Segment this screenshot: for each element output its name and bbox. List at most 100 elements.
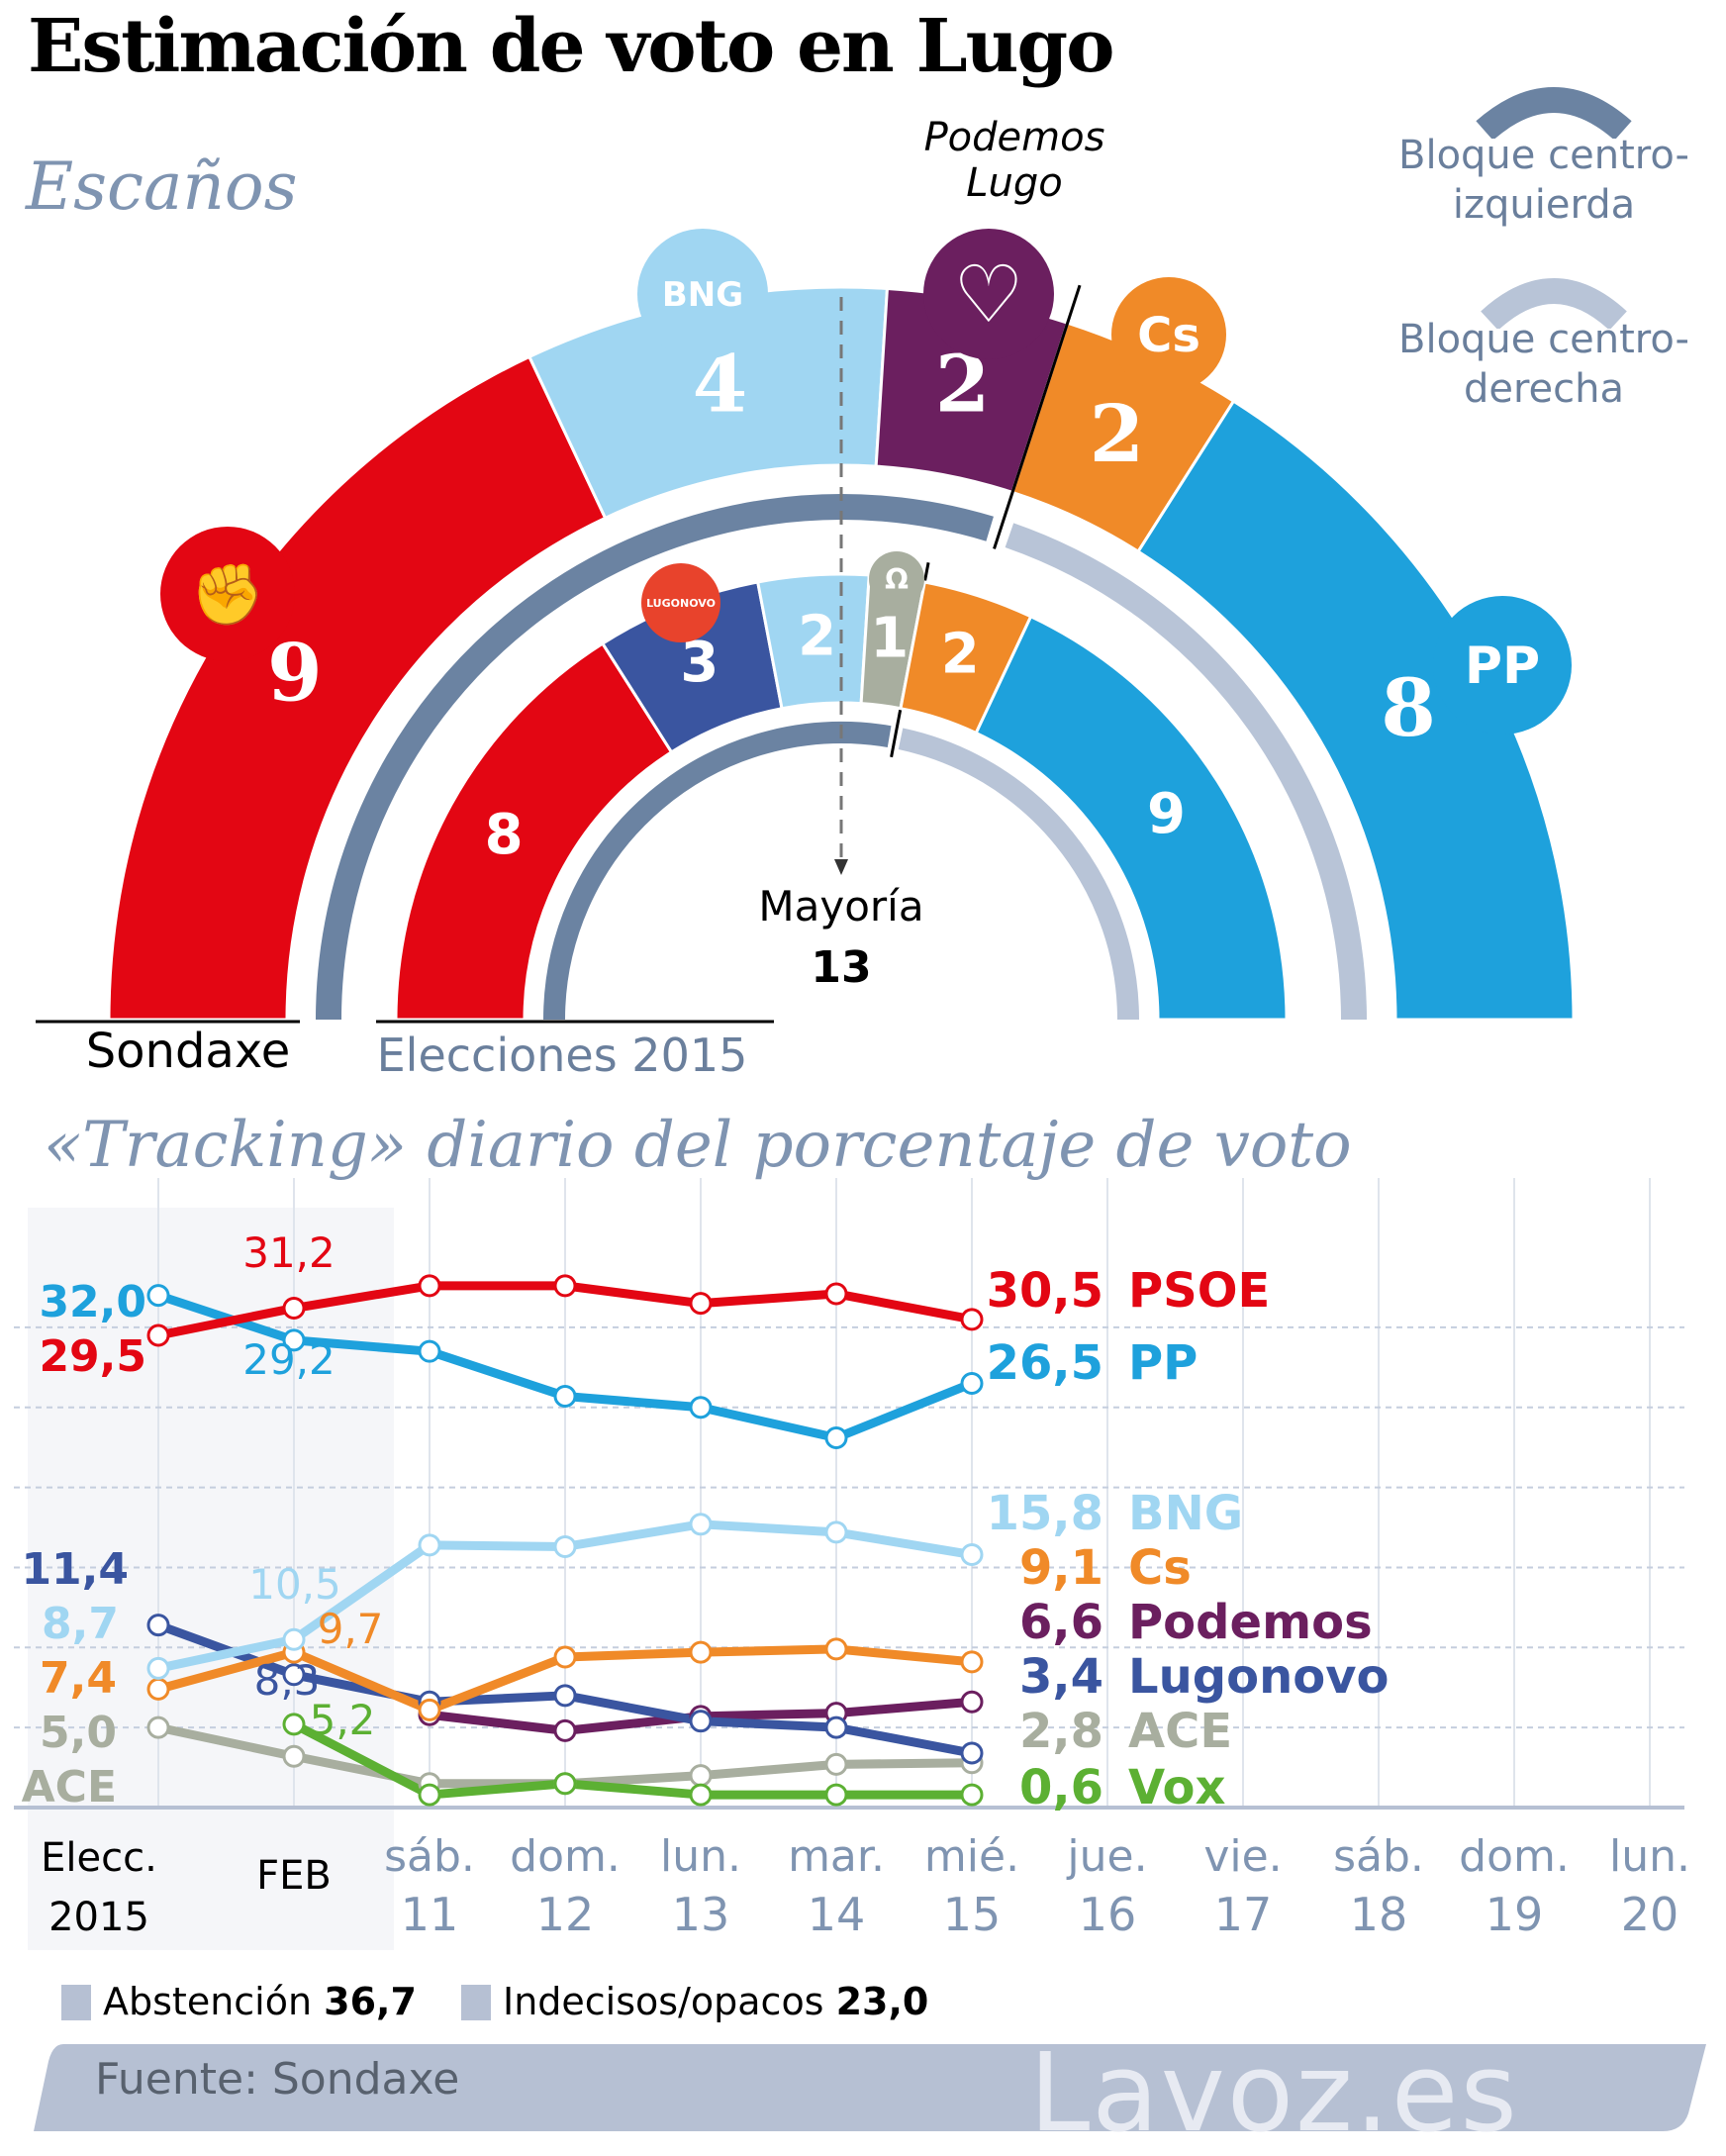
point-lugonovo-3 bbox=[553, 1684, 577, 1708]
point-cs-0 bbox=[146, 1677, 170, 1701]
point-bng-2 bbox=[418, 1533, 441, 1557]
point-pp-3 bbox=[553, 1384, 577, 1408]
point-lugonovo-5 bbox=[824, 1715, 848, 1739]
start-value-lugonovo: 11,4 bbox=[21, 1544, 129, 1595]
undecided-label: Indecisos/opacos bbox=[503, 1980, 824, 2023]
x-tick-bottom-0: 2015 bbox=[48, 1895, 149, 1940]
podemos-label-line1: Podemos bbox=[923, 115, 1105, 160]
point-vox-4 bbox=[824, 1783, 848, 1807]
start-value-bng: 8,7 bbox=[42, 1599, 119, 1649]
party-logos: ✊ BNG ♡ Cs PP LUGONOVO Ω bbox=[160, 229, 1572, 735]
end-name-psoe: PSOE bbox=[1128, 1263, 1270, 1319]
point-psoe-3 bbox=[553, 1274, 577, 1298]
ace-icon-glyph: Ω bbox=[885, 563, 909, 596]
x-tick-top-7: jue. bbox=[1066, 1831, 1147, 1882]
end-name-cs: Cs bbox=[1128, 1540, 1192, 1596]
left-bloc-legend-arc bbox=[1476, 87, 1632, 139]
source-text: Fuente: Sondaxe bbox=[95, 2054, 460, 2105]
sondaxe-seats-psoe: 9 bbox=[267, 627, 323, 720]
end-name-bng: BNG bbox=[1128, 1486, 1243, 1541]
elecciones-left-bloc-arc bbox=[543, 722, 892, 1021]
point-psoe-4 bbox=[689, 1292, 713, 1316]
point-vox-2 bbox=[553, 1772, 577, 1796]
abstention-label: Abstención bbox=[103, 1980, 313, 2023]
x-tick-top-6: mié. bbox=[924, 1831, 1019, 1882]
end-name-podemos: Podemos bbox=[1128, 1595, 1373, 1650]
x-tick-bottom-2: 11 bbox=[401, 1888, 459, 1941]
x-tick-top-8: vie. bbox=[1203, 1831, 1282, 1882]
end-value-ace: 2,8 bbox=[1019, 1704, 1103, 1759]
point-psoe-1 bbox=[282, 1297, 306, 1321]
abstention-swatch bbox=[61, 1985, 91, 2020]
point-psoe-0 bbox=[146, 1323, 170, 1347]
x-tick-top-10: dom. bbox=[1459, 1831, 1570, 1882]
undecided-value: 23,0 bbox=[835, 1980, 929, 2023]
x-tick-bottom-11: 20 bbox=[1621, 1888, 1679, 1941]
point-podemos-1 bbox=[553, 1718, 577, 1742]
lugonovo-icon bbox=[641, 563, 720, 642]
x-tick-top-0: Elecc. bbox=[41, 1835, 157, 1881]
point-bng-5 bbox=[824, 1520, 848, 1544]
majority-arrow-icon bbox=[834, 859, 848, 875]
sondaxe-seats-cs: 2 bbox=[1090, 387, 1145, 480]
sondaxe-seats-pp: 8 bbox=[1381, 661, 1436, 754]
start-value-ace: 5,0 bbox=[40, 1708, 117, 1758]
podemos-heart-icon bbox=[923, 229, 1054, 359]
pp-logo-icon-glyph: PP bbox=[1465, 637, 1540, 696]
elecciones-2015-bloc-arcs bbox=[543, 722, 1139, 1021]
point-vox-0 bbox=[282, 1713, 306, 1736]
point-lugonovo-6 bbox=[960, 1741, 984, 1765]
elecciones-seats-bng: 2 bbox=[798, 604, 836, 668]
podemos-lugo-label: Podemos Lugo bbox=[891, 115, 1138, 206]
point-pp-0 bbox=[146, 1284, 170, 1308]
point-ace-1 bbox=[282, 1744, 306, 1768]
elecciones-seats-cs: 2 bbox=[941, 623, 980, 687]
psoe-rose-fist-icon bbox=[160, 527, 295, 661]
point-vox-3 bbox=[689, 1783, 713, 1807]
sondaxe-bloc-divider bbox=[993, 284, 1082, 549]
mid-value-cs: 9,7 bbox=[318, 1605, 384, 1653]
tracking-line-chart: 30,5 PSOE 29,5 31,2 26,5 PP 32,0 29,2 15,8 BNG 8,7… bbox=[14, 1178, 1690, 1950]
point-cs-2 bbox=[418, 1698, 441, 1721]
undecided-swatch bbox=[461, 1985, 491, 2020]
podemos-label-line2: Lugo bbox=[966, 160, 1063, 206]
line-vox bbox=[291, 1719, 972, 1800]
abstention-legend: Abstención 36,7 bbox=[61, 1980, 417, 2023]
point-vox-5 bbox=[960, 1783, 984, 1807]
elecciones-seats-psoe: 8 bbox=[485, 803, 524, 867]
abstention-value: 36,7 bbox=[324, 1980, 417, 2023]
point-pp-2 bbox=[418, 1339, 441, 1363]
mid-value-lugonovo: 8,3 bbox=[254, 1656, 321, 1705]
majority-value: 13 bbox=[811, 942, 871, 993]
x-tick-bottom-4: 13 bbox=[672, 1888, 730, 1941]
point-cs-6 bbox=[960, 1650, 984, 1674]
point-lugonovo-4 bbox=[689, 1710, 713, 1733]
point-psoe-6 bbox=[960, 1308, 984, 1331]
x-tick-top-4: lun. bbox=[660, 1831, 741, 1882]
seats-section-title: Escaños bbox=[26, 148, 298, 225]
tracking-section-title: «Tracking» diario del porcentaje de voto bbox=[44, 1109, 1352, 1182]
mid-value-pp: 29,2 bbox=[242, 1335, 336, 1384]
podemos-heart-icon-glyph: ♡ bbox=[953, 248, 1024, 341]
point-lugonovo-0 bbox=[146, 1614, 170, 1637]
end-value-pp: 26,5 bbox=[987, 1335, 1103, 1391]
x-tick-top-11: lun. bbox=[1609, 1831, 1690, 1882]
point-bng-6 bbox=[960, 1543, 984, 1567]
cs-logo-icon-glyph: Cs bbox=[1137, 308, 1200, 363]
source-bar bbox=[34, 2044, 1706, 2131]
point-pp-1 bbox=[282, 1328, 306, 1352]
point-pp-5 bbox=[824, 1425, 848, 1449]
x-tick-bottom-5: 14 bbox=[808, 1888, 866, 1941]
historical-shaded-region bbox=[28, 1208, 394, 1950]
point-ace-0 bbox=[146, 1715, 170, 1739]
point-psoe-2 bbox=[418, 1274, 441, 1298]
x-tick-top-3: dom. bbox=[510, 1831, 621, 1882]
sondaxe-segment-pp bbox=[1135, 399, 1576, 1022]
x-tick-bottom-3: 12 bbox=[536, 1888, 595, 1941]
pp-logo-icon bbox=[1433, 596, 1572, 735]
point-cs-4 bbox=[689, 1640, 713, 1664]
end-value-podemos: 6,6 bbox=[1019, 1595, 1103, 1650]
end-value-lugonovo: 3,4 bbox=[1019, 1649, 1103, 1705]
